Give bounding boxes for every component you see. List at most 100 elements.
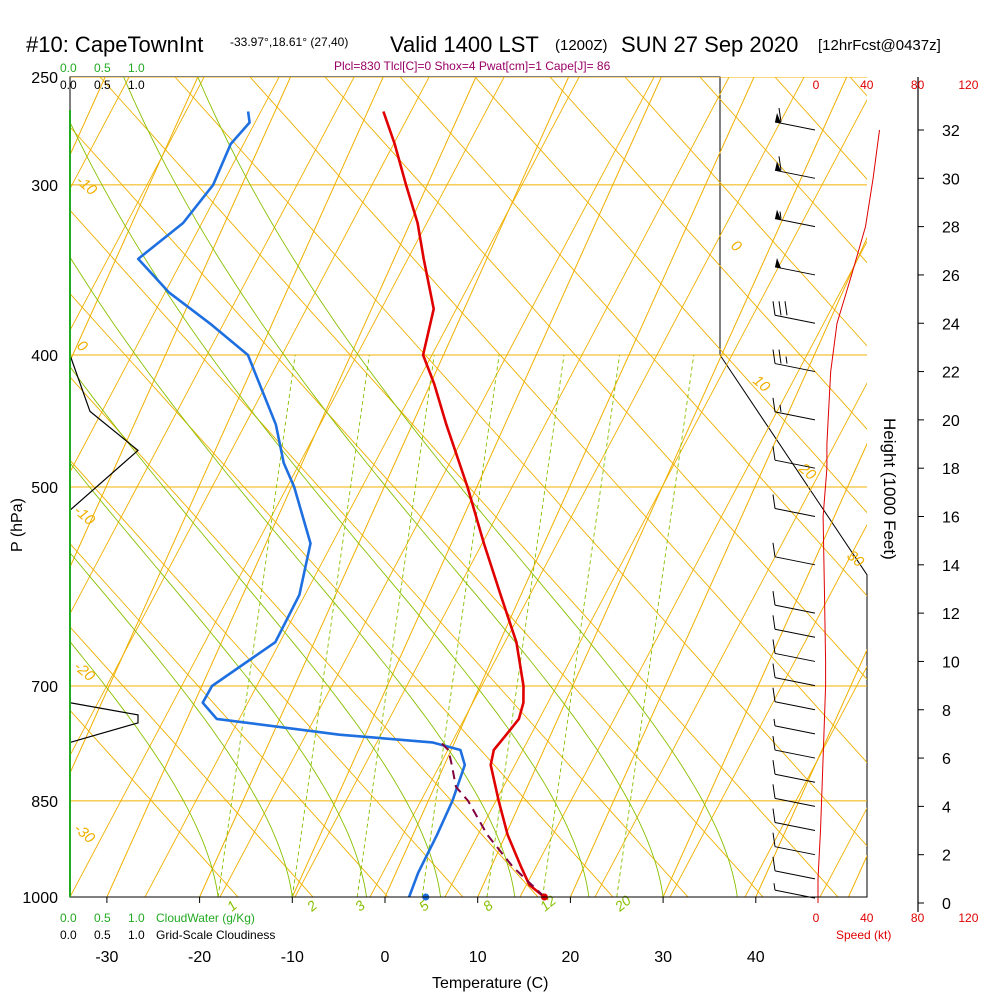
adiabat-crossline — [70, 626, 314, 897]
wind-barb-flag — [772, 301, 776, 316]
height-tick-label: 14 — [942, 558, 960, 575]
cloud-fraction-tick: 1.0 — [128, 78, 145, 92]
wind-barb-flag — [772, 446, 776, 461]
isotherm-line — [70, 77, 291, 569]
mixing-ratio-label: 2 — [303, 897, 320, 915]
pressure-tick-label: 1000 — [22, 890, 58, 907]
wind-barb-staff — [774, 822, 816, 832]
wind-barb-staff — [774, 459, 816, 469]
isotherm-line — [941, 77, 1000, 897]
speed-tick-label: 0 — [813, 78, 820, 92]
cloud-water-tick: 0.0 — [60, 61, 77, 75]
wind-barb-staff — [774, 870, 816, 880]
wind-barb-flag — [772, 735, 776, 751]
adiabat-crossline — [474, 77, 867, 514]
valid-date: SUN 27 Sep 2020 — [621, 32, 798, 57]
cloud-fraction-tick: 0.5 — [94, 928, 111, 942]
wind-barb-staff — [774, 411, 816, 421]
wind-barb-flag — [784, 301, 788, 316]
speed-tick-label: 80 — [911, 78, 925, 92]
moist-adiabat-line — [123, 77, 664, 897]
wind-barb — [772, 615, 816, 638]
pressure-tick-label: 850 — [31, 794, 58, 811]
dry-adiabat-line — [669, 523, 867, 897]
wind-barb-staff — [774, 652, 816, 662]
height-tick-label: 2 — [942, 848, 951, 865]
wind-barb — [772, 446, 816, 469]
wind-speed-line — [817, 129, 880, 903]
mixing-ratio-label: 3 — [352, 897, 368, 914]
cloud-fraction-label: Grid-Scale Cloudiness — [156, 928, 275, 942]
wind-barb-staff — [774, 773, 816, 783]
wind-barb-flag — [772, 687, 776, 702]
cloud-water-tick: 1.0 — [128, 911, 145, 925]
wind-barb — [772, 808, 816, 832]
pressure-tick-label: 700 — [31, 679, 58, 696]
temp-tick-label: 20 — [562, 949, 580, 966]
moist-adiabat-line — [70, 552, 293, 897]
speed-tick-label: 40 — [860, 911, 874, 925]
wind-barb-flag — [772, 397, 776, 412]
adiabat-crossline — [324, 77, 867, 680]
mixing-ratio-label: 8 — [480, 897, 496, 914]
wind-barb-flag — [772, 615, 776, 630]
speed-axis-title: Speed (kt) — [836, 928, 891, 942]
wind-barb-staff — [774, 218, 816, 228]
isotherm-label: 10 — [749, 372, 773, 396]
wind-barb-half-flag — [773, 718, 776, 726]
wind-barb — [772, 301, 816, 324]
dry-adiabat-line — [369, 77, 805, 897]
wind-barb — [772, 397, 816, 421]
adiabat-crossline — [549, 77, 867, 430]
forecast-info: [12hrFcst@0437z] — [818, 37, 941, 54]
cloud-water-tick: 0.0 — [60, 911, 77, 925]
wind-barb-half-flag — [785, 356, 788, 364]
height-tick-label: 6 — [942, 751, 951, 768]
moist-adiabat-line — [70, 641, 219, 897]
cloud-water-tick: 0.5 — [94, 911, 111, 925]
valid-time: Valid 1400 LST — [390, 32, 539, 57]
moist-adiabat-line — [70, 462, 367, 897]
temp-tick-label: -30 — [95, 949, 118, 966]
pressure-tick-label: 250 — [31, 70, 58, 87]
speed-tick-label: 120 — [958, 911, 978, 925]
height-tick-label: 24 — [942, 316, 960, 333]
wind-barb-staff — [774, 121, 816, 131]
valid-utc: (1200Z) — [555, 37, 608, 54]
temp-tick-label: 40 — [747, 949, 765, 966]
wind-barb — [774, 107, 816, 131]
wind-barb-staff — [774, 701, 816, 711]
isotherm-line — [70, 77, 199, 363]
wind-barb — [772, 591, 816, 614]
wind-barb-staff — [774, 628, 816, 638]
wind-barb-pennant — [775, 257, 781, 268]
moist-adiabat-line — [197, 77, 738, 897]
wind-barb-pennant — [775, 161, 781, 172]
wind-barb — [773, 718, 816, 735]
moist-adiabat-line — [70, 121, 590, 897]
cloud-water-tick: 1.0 — [128, 61, 145, 75]
height-tick-label: 16 — [942, 510, 960, 527]
adiabat-crossline — [70, 376, 539, 897]
temperature-line — [382, 111, 546, 899]
wind-barb-staff — [774, 797, 816, 807]
isotherm-line — [662, 442, 867, 897]
adiabat-crossline — [70, 709, 239, 897]
temp-tick-label: -20 — [188, 949, 211, 966]
temp-tick-label: -10 — [281, 949, 304, 966]
wind-barb-flag — [778, 156, 782, 171]
wind-barb — [772, 760, 816, 783]
height-tick-label: 8 — [942, 703, 951, 720]
cloud-water-ticks-top: 0.0 0.5 1.0 0.0 0.5 1.0 — [60, 61, 145, 92]
wind-barb-staff — [774, 266, 816, 276]
wind-barb-flag — [772, 760, 776, 775]
wind-barb — [772, 687, 816, 711]
wind-barb — [772, 542, 816, 566]
isotherm-line — [384, 77, 755, 897]
wind-barb-flag — [778, 301, 782, 316]
adiabat-crossline — [70, 126, 764, 897]
dry-adiabat-line — [519, 240, 867, 897]
y-axis-title: P (hPa) — [9, 498, 26, 552]
temp-tick-label: 30 — [654, 949, 672, 966]
